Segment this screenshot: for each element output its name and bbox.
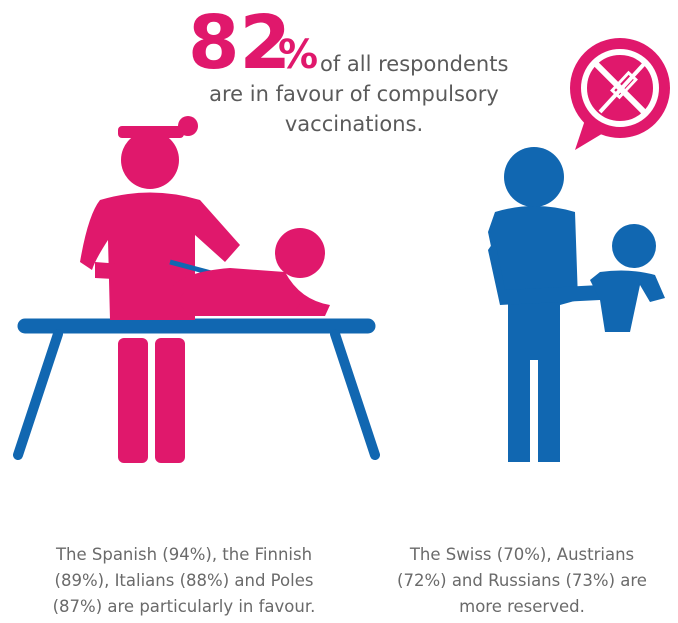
caption-line: more reserved.	[459, 597, 585, 616]
headline-unit: %	[278, 32, 318, 78]
caption-line: (89%), Italians (88%) and Poles	[55, 571, 314, 590]
man-illustration	[488, 147, 665, 462]
nurse-illustration	[80, 116, 330, 463]
caption-line: (72%) and Russians (73%) are	[397, 571, 647, 590]
headline-line: vaccinations.	[285, 112, 423, 136]
headline-line: are in favour of compulsory	[209, 82, 499, 106]
no-vaccine-icon	[570, 38, 670, 150]
caption-line: The Spanish (94%), the Finnish	[55, 545, 312, 564]
table-illustration	[18, 326, 375, 455]
headline-line: of all respondents	[320, 52, 508, 76]
caption-line: The Swiss (70%), Austrians	[409, 545, 634, 564]
headline-number: 82	[188, 0, 291, 86]
infographic: 82 % of all respondents are in favour of…	[0, 0, 678, 623]
caption-line: (87%) are particularly in favour.	[53, 597, 316, 616]
